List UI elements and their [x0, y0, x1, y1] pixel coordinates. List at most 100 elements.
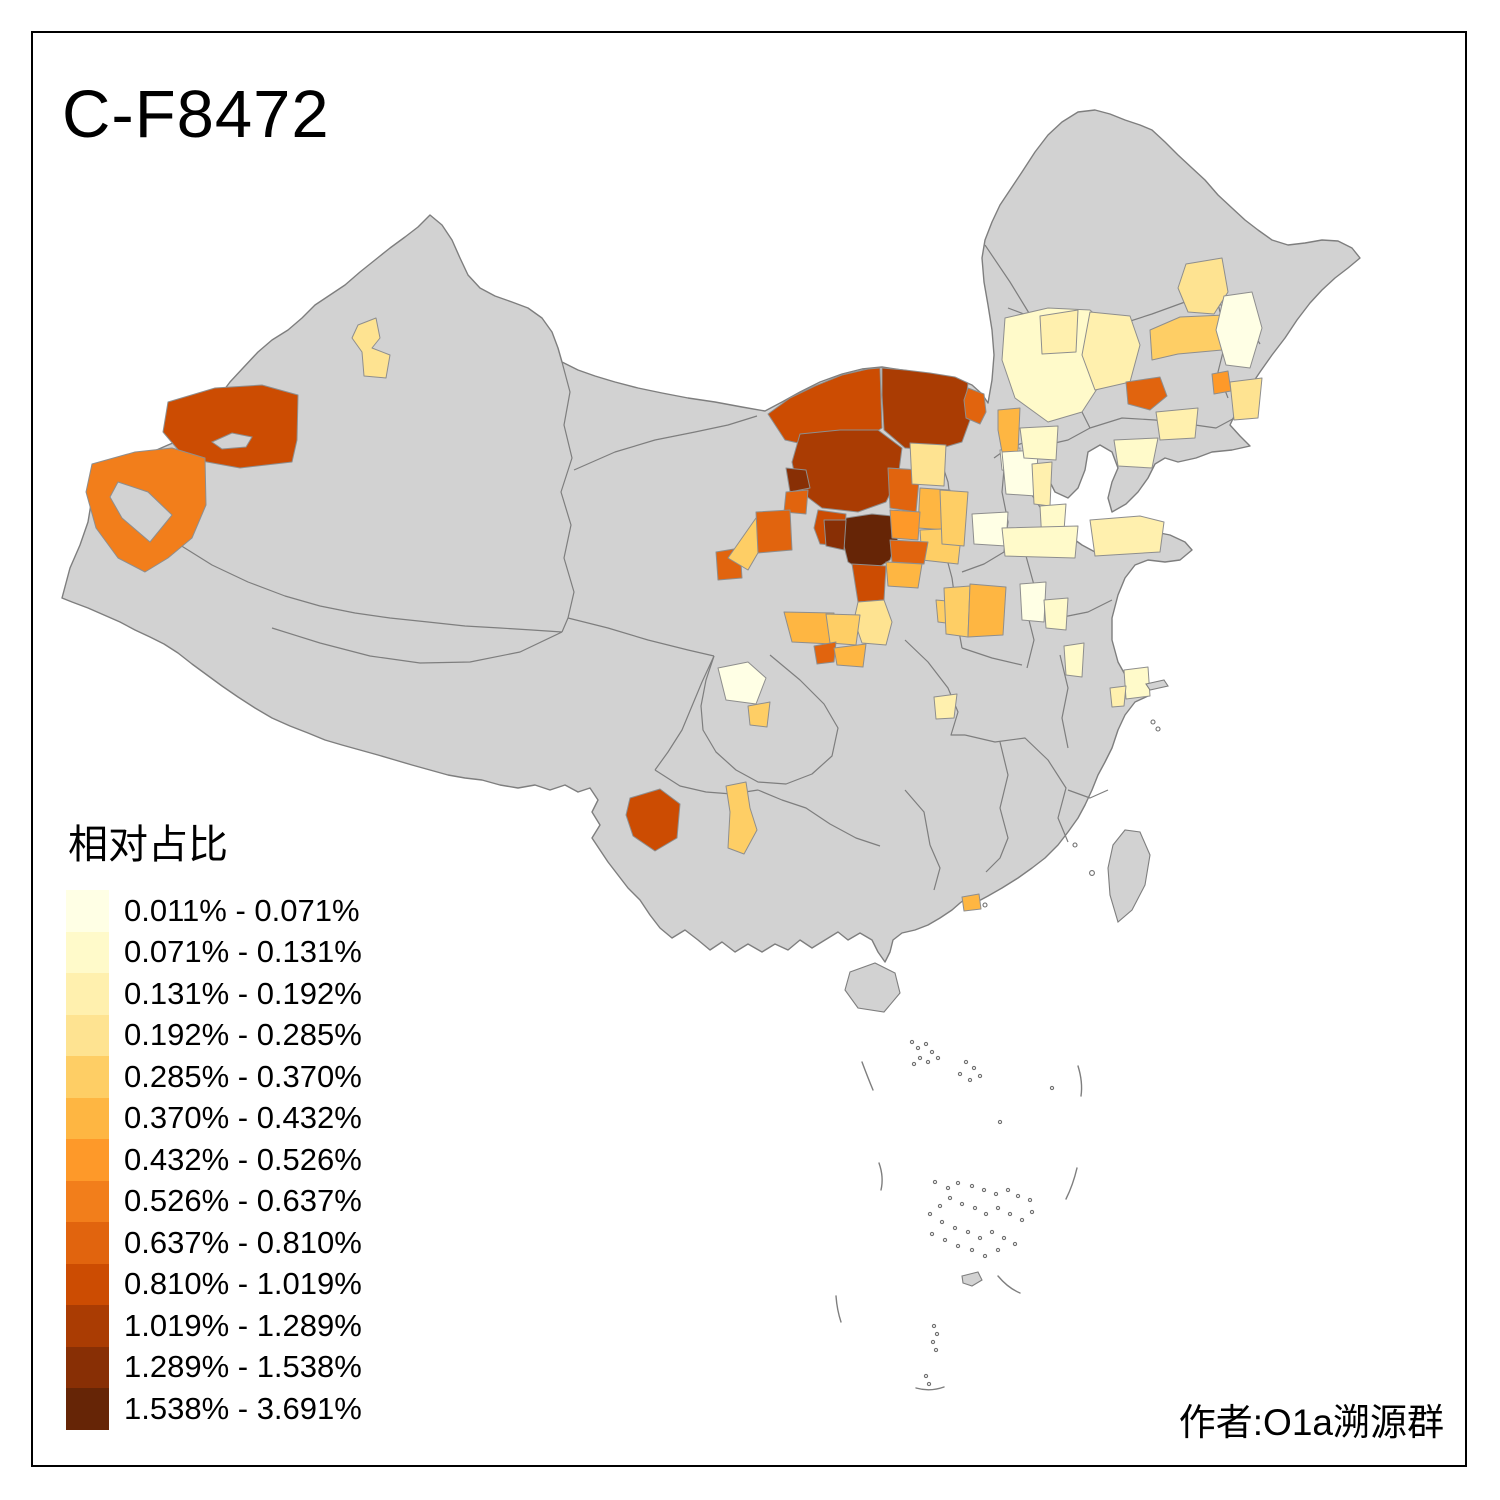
legend-label: 0.526% - 0.637%	[124, 1183, 362, 1219]
region-mianyang	[747, 701, 771, 728]
legend-label: 0.192% - 0.285%	[124, 1017, 362, 1053]
legend-swatch	[66, 1346, 109, 1388]
region-xinjiang-north-small	[351, 317, 391, 379]
region-xianyang	[885, 561, 923, 589]
region-liaoning-east	[1229, 377, 1263, 421]
legend-item: 0.071% - 0.131%	[66, 931, 362, 973]
region-shandong-peninsula	[1089, 515, 1165, 557]
legend-item: 0.526% - 0.637%	[66, 1180, 362, 1222]
region-xian-band	[889, 539, 929, 565]
region-henan-w	[943, 585, 971, 638]
hainan-island	[844, 962, 901, 1013]
zhoushan-islet	[1155, 726, 1161, 732]
pratas-islet	[961, 1271, 983, 1287]
coastal-islet	[1072, 842, 1078, 848]
region-guyuan	[889, 509, 921, 541]
legend-swatch	[66, 931, 109, 973]
region-chengde	[1019, 425, 1059, 461]
legend-item: 0.810% - 1.019%	[66, 1263, 362, 1305]
zhoushan-islet	[1150, 719, 1156, 725]
region-panjin	[1211, 370, 1232, 395]
prefecture-regions	[85, 257, 1263, 912]
region-changchun	[1215, 291, 1263, 369]
legend-item: 0.131% - 0.192%	[66, 973, 362, 1015]
region-zunyi	[813, 641, 837, 665]
legend-item: 1.019% - 1.289%	[66, 1305, 362, 1347]
region-shangqiu	[1043, 597, 1069, 631]
legend-swatch	[66, 1056, 109, 1098]
legend-swatch	[66, 1388, 109, 1430]
coastal-islet	[982, 902, 988, 908]
legend-swatch	[66, 1263, 109, 1305]
legend-item: 1.538% - 3.691%	[66, 1388, 362, 1430]
legend-item: 0.637% - 0.810%	[66, 1222, 362, 1264]
paracel-specks	[909, 1039, 1055, 1125]
legend-item: 1.289% - 1.538%	[66, 1346, 362, 1388]
legend-label: 0.810% - 1.019%	[124, 1266, 362, 1302]
legend-label: 0.285% - 0.370%	[124, 1058, 362, 1094]
region-wuhai-small	[963, 387, 987, 425]
region-dali	[625, 788, 681, 852]
region-zhangjiakou	[997, 407, 1021, 453]
legend-swatch	[66, 890, 109, 932]
legend-label: 0.370% - 0.432%	[124, 1100, 362, 1136]
legend-swatch	[66, 1305, 109, 1347]
region-datong-pale	[909, 442, 947, 487]
legend-item: 0.011% - 0.071%	[66, 890, 362, 932]
region-shiyan	[933, 693, 958, 720]
map-title: C-F8472	[62, 77, 330, 152]
region-tongliao-mid	[1039, 309, 1079, 355]
legend-label: 0.011% - 0.071%	[124, 892, 360, 928]
taiwan-island	[1107, 829, 1151, 923]
legend-label: 1.019% - 1.289%	[124, 1307, 362, 1343]
region-shanghai	[1123, 666, 1151, 700]
legend: 相对占比 0.011% - 0.071% 0.071% - 0.131% 0.1…	[66, 812, 362, 1430]
region-gansu-south-e	[825, 613, 861, 646]
legend-item: 0.192% - 0.285%	[66, 1014, 362, 1056]
gray-enclave-2	[210, 432, 253, 450]
attribution-text: 作者:O1a溯源群	[1178, 1402, 1444, 1443]
legend-swatch	[66, 1014, 109, 1056]
legend-swatch	[66, 1097, 109, 1139]
legend-swatch	[66, 973, 109, 1015]
region-kunming	[725, 781, 758, 855]
legend-label: 0.432% - 0.526%	[124, 1141, 362, 1177]
gray-enclave-1	[109, 481, 173, 543]
legend-label: 1.289% - 1.538%	[124, 1349, 362, 1385]
spratly-specks	[923, 1179, 1035, 1387]
region-tianjin	[1031, 461, 1053, 507]
legend-label: 1.538% - 3.691%	[124, 1390, 362, 1426]
region-liaoyang	[1155, 407, 1199, 441]
region-ningxia-strip	[783, 489, 809, 515]
legend-item: 0.432% - 0.526%	[66, 1139, 362, 1181]
south-china-sea-islands	[835, 1039, 1083, 1391]
region-yingkou	[1113, 437, 1159, 469]
region-aba	[717, 661, 767, 705]
region-suzhou	[1109, 685, 1127, 708]
legend-title: 相对占比	[68, 823, 228, 867]
region-chifeng	[1081, 311, 1141, 391]
legend-label: 0.637% - 0.810%	[124, 1224, 362, 1260]
legend-label: 0.071% - 0.131%	[124, 934, 362, 970]
region-henan-e	[967, 583, 1007, 638]
legend-swatch	[66, 1139, 109, 1181]
region-shenzhen	[961, 893, 982, 912]
penghu-islet	[1089, 870, 1095, 876]
region-tongliao	[1001, 307, 1113, 423]
legend-label: 0.131% - 0.192%	[124, 975, 362, 1011]
region-shandong-west	[1001, 525, 1079, 559]
region-xinjiang-kashgar-north	[162, 384, 299, 469]
legend-item: 0.370% - 0.432%	[66, 1097, 362, 1139]
region-chuzhou	[1063, 642, 1085, 678]
region-shanxi-light	[939, 489, 969, 547]
region-linxia	[823, 519, 847, 551]
region-fuxin	[1125, 376, 1168, 411]
region-jining	[1019, 581, 1047, 623]
legend-item: 0.285% - 0.370%	[66, 1056, 362, 1098]
chongming-island	[1145, 679, 1169, 691]
region-songyuan	[1177, 257, 1229, 315]
legend-swatch	[66, 1222, 109, 1264]
islands	[844, 679, 1169, 1287]
region-shizuishan	[785, 467, 811, 493]
